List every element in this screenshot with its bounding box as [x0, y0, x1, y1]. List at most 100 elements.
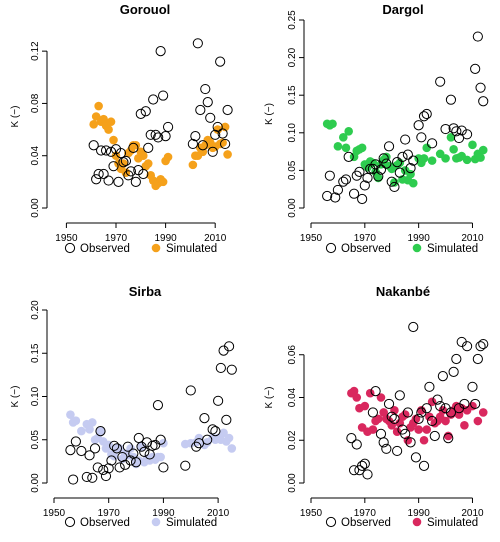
observed-point — [143, 142, 154, 153]
y-tick-label: 0.00 — [287, 198, 298, 218]
observed-point — [150, 439, 161, 451]
observed-point — [70, 436, 81, 447]
observed-point — [405, 163, 416, 174]
observed-point — [210, 129, 221, 140]
observed-point — [386, 176, 397, 187]
observed-point — [351, 439, 362, 450]
y-tick-label: 0.15 — [30, 343, 41, 363]
simulated-point — [99, 114, 108, 124]
observed-point — [217, 128, 228, 139]
simulated-point — [137, 442, 146, 451]
observed-point — [343, 151, 354, 162]
simulated-point — [194, 433, 204, 443]
observed-point — [400, 134, 411, 145]
observed-point — [222, 104, 233, 116]
observed-point — [437, 371, 448, 382]
observed-point — [461, 129, 473, 140]
simulated-point — [427, 397, 437, 407]
observed-point — [408, 321, 419, 333]
observed-point — [332, 184, 344, 196]
observed-point — [392, 445, 403, 457]
observed-point — [130, 176, 141, 187]
observed-point — [351, 170, 362, 181]
observed-point — [162, 121, 174, 133]
observed-point — [427, 415, 438, 427]
simulated-point — [338, 133, 348, 142]
simulated-point — [158, 177, 168, 187]
simulated-point — [427, 156, 437, 165]
observed-point — [478, 96, 489, 107]
simulated-point — [473, 416, 483, 426]
x-tick-label: 1970 — [98, 508, 121, 519]
observed-point — [370, 159, 381, 170]
legend-simulated-label: Simulated — [427, 517, 478, 529]
observed-point — [394, 167, 405, 178]
y-axis-label: K (−) — [10, 106, 21, 128]
simulated-point — [223, 150, 232, 159]
x-tick-label: 2010 — [204, 233, 227, 244]
observed-point — [81, 471, 92, 483]
observed-point — [470, 63, 481, 74]
panel-dargol: Dargol 0.00 0.05 0.10 0.15 0.20 0.25 K (−) 1950 1… — [264, 2, 489, 255]
simulated-point — [71, 416, 81, 426]
y-axis-label: K (−) — [10, 386, 21, 408]
observed-point — [394, 390, 405, 401]
simulated-point — [333, 142, 343, 151]
observed-point — [148, 94, 159, 105]
panel-gorouol: Gorouol 0.00 0.04 0.08 0.12 K (−) 1950 1970 1990… — [10, 2, 233, 255]
data-points — [346, 321, 489, 480]
observed-point — [195, 104, 206, 116]
observed-point — [348, 465, 360, 476]
observed-point — [427, 138, 438, 149]
observed-point — [435, 400, 446, 412]
simulated-point — [143, 159, 153, 168]
legend-simulated-marker — [151, 243, 161, 253]
observed-point — [138, 168, 149, 180]
observed-point — [470, 398, 481, 410]
chart-title: Dargol — [382, 2, 423, 17]
observed-point — [98, 168, 109, 180]
simulated-point — [422, 425, 432, 434]
observed-point — [397, 151, 408, 162]
observed-point — [408, 155, 419, 166]
simulated-point — [352, 393, 362, 402]
simulated-point — [115, 444, 124, 453]
observed-point — [213, 395, 224, 406]
simulated-point — [414, 425, 423, 434]
observed-point — [354, 166, 365, 178]
simulated-point — [219, 428, 228, 438]
x-tick-label: 1990 — [408, 233, 431, 244]
observed-point — [322, 190, 333, 202]
observed-point — [105, 146, 117, 157]
simulated-point — [468, 401, 477, 411]
observed-point — [416, 132, 427, 143]
observed-point — [362, 172, 373, 184]
observed-point — [451, 126, 462, 137]
simulated-point — [94, 101, 103, 111]
legend: Observed Simulated — [325, 516, 478, 529]
data-points — [322, 31, 489, 205]
observed-point — [402, 407, 413, 418]
x-tick-label: 1970 — [105, 233, 128, 244]
observed-point — [96, 145, 107, 156]
observed-point — [451, 353, 462, 365]
observed-point — [445, 94, 457, 105]
observed-point — [122, 441, 133, 452]
observed-point — [421, 108, 432, 120]
x-tick-label: 2010 — [461, 233, 484, 244]
observed-point — [424, 381, 435, 392]
chart-title: Gorouol — [120, 2, 171, 17]
simulated-point — [408, 178, 418, 188]
legend-simulated-marker — [412, 517, 422, 527]
observed-point — [220, 138, 231, 150]
observed-point — [202, 434, 213, 445]
observed-point — [445, 407, 457, 418]
observed-point — [155, 434, 166, 445]
observed-point — [215, 56, 226, 67]
observed-point — [207, 146, 218, 157]
observed-point — [456, 125, 467, 136]
simulated-point — [373, 173, 383, 183]
x-tick-label: 1990 — [154, 233, 177, 244]
observed-point — [461, 341, 473, 352]
observed-point — [324, 170, 335, 181]
